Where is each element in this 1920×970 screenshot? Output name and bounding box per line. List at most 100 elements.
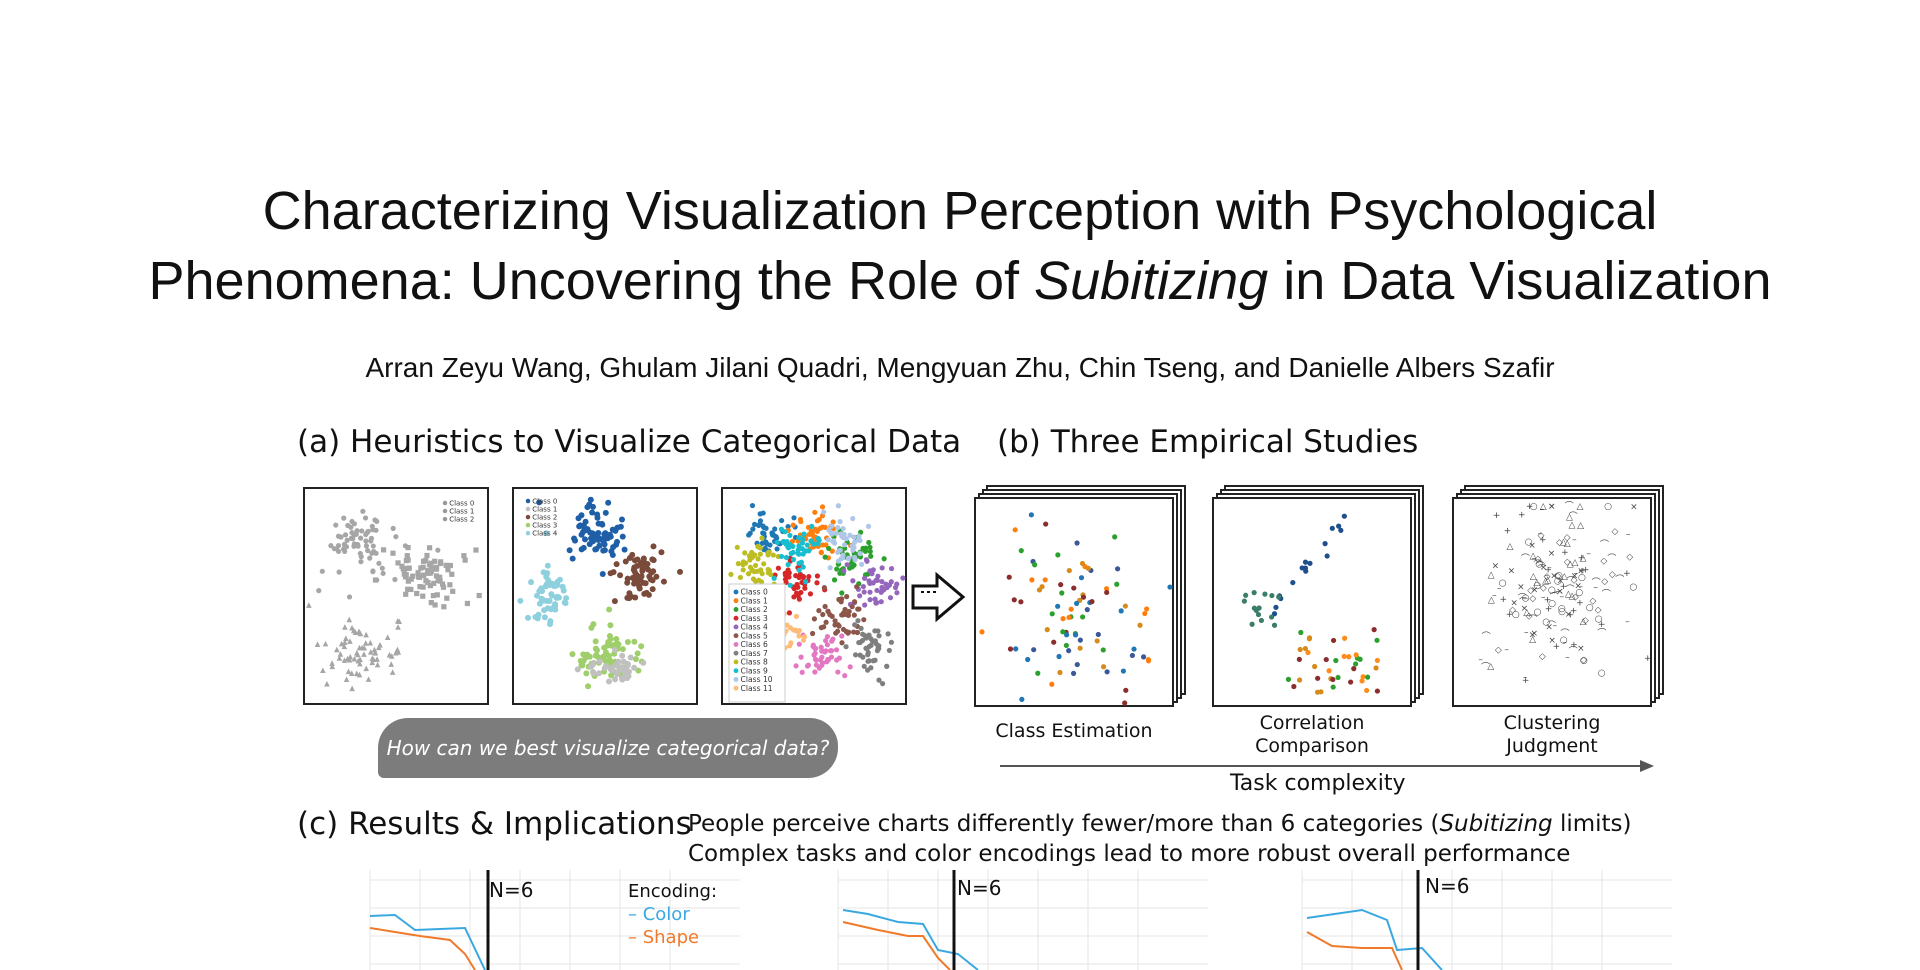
scatter-point bbox=[868, 553, 874, 559]
scatter-point bbox=[1353, 661, 1359, 667]
scatter-point bbox=[343, 635, 349, 642]
scatter-point bbox=[749, 554, 756, 560]
scatter-point bbox=[814, 580, 820, 586]
scatter-point bbox=[677, 568, 684, 575]
scatter-point bbox=[1315, 675, 1321, 681]
glyph-point: ⌒ bbox=[1569, 646, 1578, 657]
glyph-point: × bbox=[1508, 566, 1516, 576]
scatter-point bbox=[735, 561, 741, 567]
scatter-point bbox=[803, 579, 809, 585]
scatter-point bbox=[745, 571, 752, 577]
scatter-point bbox=[845, 556, 851, 562]
glyph-point: + bbox=[1576, 599, 1584, 609]
scatter-point bbox=[740, 567, 746, 573]
scatter-point bbox=[1144, 606, 1150, 612]
scatter-point bbox=[342, 532, 349, 538]
scatter-point bbox=[386, 651, 393, 658]
scatter-point bbox=[1051, 639, 1057, 645]
scatter-point bbox=[588, 663, 595, 670]
scatter-point bbox=[830, 519, 836, 525]
scatter-point bbox=[728, 571, 734, 577]
scatter-point bbox=[812, 509, 818, 515]
encoding-legend-title: Encoding: bbox=[628, 881, 718, 902]
glyph-point: + bbox=[1544, 566, 1552, 576]
glyph-point: ◇ bbox=[1554, 572, 1561, 582]
scatter-point bbox=[812, 669, 818, 675]
scatter-point bbox=[420, 572, 427, 579]
scatter-point bbox=[839, 590, 845, 596]
scatter-point bbox=[762, 545, 768, 552]
scatter-point bbox=[1291, 683, 1297, 690]
glyph-point: △ bbox=[1523, 608, 1530, 618]
scatter-point bbox=[1006, 574, 1012, 580]
scatter-point bbox=[585, 683, 592, 690]
scatter-point bbox=[643, 589, 650, 596]
scatter-point bbox=[1333, 657, 1339, 664]
scatter-point bbox=[631, 638, 638, 645]
glyph-point: △ bbox=[1568, 521, 1575, 531]
glyph-point: × bbox=[1492, 562, 1500, 572]
scatter-point bbox=[365, 676, 372, 682]
scatter-point bbox=[857, 593, 863, 599]
scatter-point bbox=[617, 523, 624, 530]
scatter-point bbox=[340, 546, 347, 552]
glyph-point: + bbox=[1553, 642, 1561, 652]
scatter-point bbox=[879, 565, 885, 571]
scatter-point bbox=[561, 599, 568, 606]
scatter-point bbox=[796, 633, 802, 639]
scatter-point bbox=[582, 654, 589, 661]
scatter-point bbox=[580, 522, 587, 529]
glyph-point: ◇ bbox=[1564, 558, 1571, 568]
scatter-point bbox=[329, 663, 336, 670]
legend-marker bbox=[525, 522, 531, 528]
scatter-point bbox=[1323, 656, 1329, 663]
glyph-point: △ bbox=[1530, 572, 1537, 582]
scatter-point bbox=[749, 502, 756, 509]
scatter-point bbox=[389, 669, 396, 675]
scatter-point bbox=[1066, 648, 1072, 654]
glyph-point: ◇ bbox=[1611, 527, 1618, 537]
legend-marker bbox=[733, 589, 739, 595]
glyph-point: ⌒ bbox=[1600, 540, 1609, 551]
scatter-point bbox=[787, 532, 793, 539]
scatter-point bbox=[354, 649, 360, 656]
scatter-point bbox=[342, 624, 348, 630]
scatter-point bbox=[813, 662, 820, 668]
scatter-point bbox=[1011, 597, 1017, 603]
legend-marker bbox=[442, 508, 448, 514]
scatter-point bbox=[875, 628, 881, 634]
task-label-line: Judgment bbox=[1506, 735, 1598, 757]
scatter-point bbox=[756, 577, 762, 583]
scatter-point bbox=[757, 551, 763, 557]
scatter-point bbox=[528, 579, 535, 586]
scatter-point bbox=[1057, 669, 1063, 676]
scatter-point bbox=[357, 660, 363, 667]
class-estimation-plot bbox=[979, 512, 1173, 706]
glyph-point: ○ bbox=[1604, 502, 1612, 512]
scatter-point bbox=[534, 592, 541, 599]
scatter-point bbox=[432, 558, 438, 564]
n-equals-6-label: N=6 bbox=[957, 876, 1002, 900]
scatter-point bbox=[847, 664, 853, 670]
scatter-point bbox=[1114, 566, 1121, 572]
glyph-point: – bbox=[1478, 655, 1483, 665]
scatter-point bbox=[747, 564, 754, 570]
scatter-point bbox=[1364, 687, 1370, 694]
scatter-point bbox=[476, 592, 482, 599]
scatter-point bbox=[447, 562, 453, 569]
scatter-point bbox=[363, 665, 370, 672]
glyph-point: ◇ bbox=[1527, 586, 1534, 596]
scatter-point bbox=[1330, 684, 1336, 690]
glyph-point: – bbox=[1625, 617, 1630, 627]
scatter-point bbox=[461, 553, 467, 559]
shape-series-line bbox=[1306, 931, 1403, 970]
scatter-point bbox=[433, 566, 439, 572]
glyph-point: + bbox=[1544, 596, 1552, 606]
scatter-point bbox=[800, 575, 806, 581]
glyph-point: ⌒ bbox=[1481, 662, 1490, 673]
scatter-point bbox=[341, 657, 348, 663]
stack-sheet-front bbox=[974, 497, 1174, 707]
scatter-point bbox=[838, 556, 844, 562]
scatter-point bbox=[431, 580, 437, 586]
task-label-line: Comparison bbox=[1255, 735, 1369, 757]
